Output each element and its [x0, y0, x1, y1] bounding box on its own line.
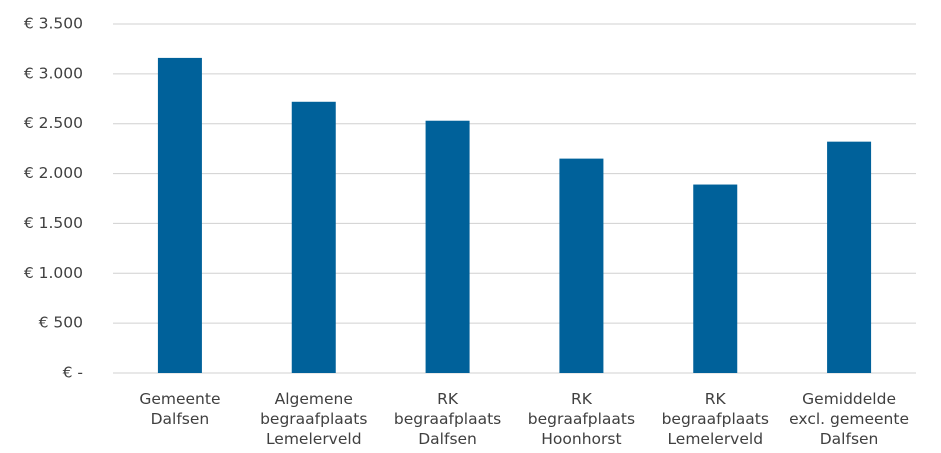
x-tick-label: Gemiddelde excl. gemeente Dalfsen: [789, 390, 909, 448]
y-tick-label: € 500: [39, 314, 83, 332]
bar: [291, 101, 336, 373]
bar: [559, 158, 604, 373]
y-tick-label: € 1.500: [24, 214, 83, 232]
x-tick-label: Gemeente Dalfsen: [139, 390, 220, 428]
bar: [425, 120, 470, 373]
y-tick-label: € 2.000: [24, 164, 83, 182]
bar: [827, 141, 872, 373]
bar: [157, 57, 202, 373]
x-tick-label: RK begraafplaats Dalfsen: [394, 390, 501, 448]
bar: [693, 184, 738, 373]
y-tick-label: € 3.000: [24, 64, 83, 82]
x-tick-label: RK begraafplaats Hoonhorst: [528, 390, 635, 448]
x-tick-label: Algemene begraafplaats Lemelerveld: [260, 390, 367, 448]
y-tick-label: € 2.500: [24, 114, 83, 132]
y-tick-label: € 1.000: [24, 264, 83, 282]
y-tick-label: € 3.500: [24, 15, 83, 33]
y-tick-label: € -: [63, 364, 83, 382]
x-tick-label: RK begraafplaats Lemelerveld: [662, 390, 769, 448]
